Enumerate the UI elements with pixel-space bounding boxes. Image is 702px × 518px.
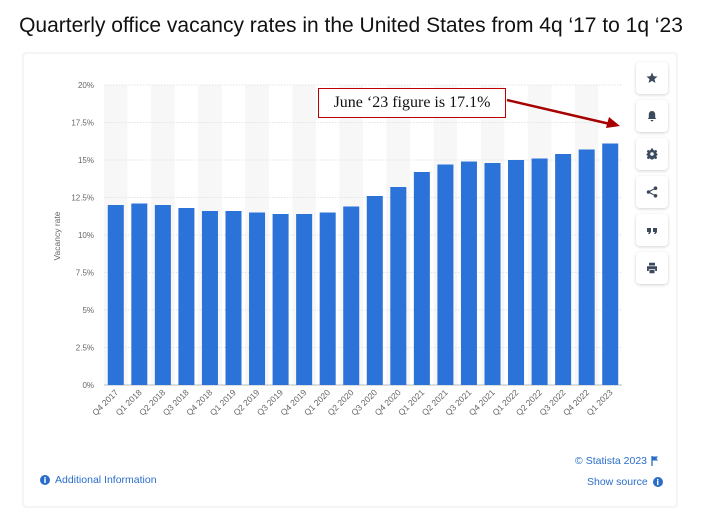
flag-icon [651, 456, 658, 466]
bar[interactable] [201, 211, 218, 385]
y-tick-label: 20% [78, 81, 94, 90]
bar[interactable] [296, 214, 313, 385]
additional-information-label: Additional Information [55, 474, 157, 486]
bell-icon [647, 111, 657, 122]
additional-information-link[interactable]: i Additional Information [40, 474, 157, 486]
bar[interactable] [413, 172, 430, 385]
print-button[interactable] [636, 252, 668, 284]
gear-icon [646, 148, 658, 160]
x-tick-label: Q1 2023 [585, 387, 615, 417]
bar[interactable] [484, 163, 501, 385]
bar[interactable] [508, 160, 525, 385]
bar[interactable] [343, 206, 360, 386]
bar[interactable] [390, 187, 407, 385]
page-title: Quarterly office vacancy rates in the Un… [19, 14, 683, 37]
bar[interactable] [107, 205, 124, 385]
info-icon: i [652, 477, 663, 487]
y-axis-label: Vacancy rate [52, 211, 62, 260]
y-tick-labels: 0% 2.5% 5% 7.5% 10% 12.5% 15% 17.5% 20% [71, 81, 94, 390]
bar[interactable] [366, 196, 383, 385]
y-tick-label: 0% [82, 381, 94, 390]
annotation-arrow [506, 98, 620, 128]
print-icon [647, 262, 657, 274]
bar[interactable] [154, 205, 171, 385]
share-button[interactable] [636, 176, 668, 208]
bar[interactable] [131, 203, 148, 386]
quote-icon [647, 228, 657, 234]
bars [107, 143, 619, 386]
bar[interactable] [555, 154, 572, 385]
bar[interactable] [460, 161, 477, 386]
y-tick-label: 10% [78, 231, 94, 240]
notification-button[interactable] [636, 100, 668, 132]
bar[interactable] [437, 164, 454, 386]
y-tick-label: 17.5% [71, 119, 94, 128]
bar[interactable] [602, 143, 619, 386]
settings-button[interactable] [636, 138, 668, 170]
bar[interactable] [249, 212, 266, 386]
bar[interactable] [225, 211, 242, 385]
credit-label: © Statista 2023 [575, 455, 647, 467]
y-tick-label: 5% [82, 306, 94, 315]
y-tick-label: 2.5% [76, 344, 94, 353]
cite-button[interactable] [636, 214, 668, 246]
share-icon [646, 186, 658, 198]
y-tick-label: 7.5% [76, 269, 94, 278]
y-tick-label: 15% [78, 156, 94, 165]
bar[interactable] [531, 158, 548, 386]
favorite-button[interactable] [636, 62, 668, 94]
show-source-label: Show source [587, 476, 648, 488]
show-source-link[interactable]: Show source i [587, 476, 663, 488]
bar[interactable] [178, 208, 195, 385]
bar[interactable] [578, 149, 595, 386]
chart-toolbar [636, 62, 668, 284]
bar[interactable] [319, 212, 336, 386]
info-icon: i [40, 475, 50, 485]
y-tick-label: 12.5% [71, 194, 94, 203]
statista-credit[interactable]: © Statista 2023 [575, 455, 659, 467]
annotation-callout: June ‘23 figure is 17.1% [318, 88, 506, 118]
bar[interactable] [272, 214, 289, 385]
star-icon [646, 72, 658, 83]
